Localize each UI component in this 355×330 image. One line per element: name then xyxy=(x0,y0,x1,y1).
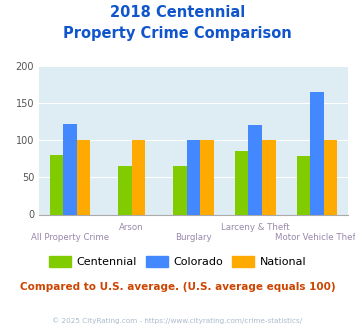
Bar xyxy=(324,140,337,214)
Bar xyxy=(235,151,248,214)
Text: All Property Crime: All Property Crime xyxy=(31,233,109,242)
Bar xyxy=(297,156,310,214)
Bar xyxy=(187,140,200,214)
Bar xyxy=(200,140,214,214)
Text: 2018 Centennial: 2018 Centennial xyxy=(110,5,245,20)
Bar xyxy=(262,140,275,214)
Bar xyxy=(118,166,132,214)
Bar xyxy=(132,140,145,214)
Text: Burglary: Burglary xyxy=(175,233,212,242)
Bar xyxy=(50,155,63,214)
Legend: Centennial, Colorado, National: Centennial, Colorado, National xyxy=(44,251,311,272)
Bar xyxy=(173,166,187,214)
Text: Larceny & Theft: Larceny & Theft xyxy=(221,223,290,232)
Bar xyxy=(248,125,262,214)
Bar xyxy=(310,92,324,214)
Bar xyxy=(63,124,77,214)
Text: Property Crime Comparison: Property Crime Comparison xyxy=(63,26,292,41)
Bar xyxy=(77,140,90,214)
Text: Arson: Arson xyxy=(119,223,144,232)
Text: © 2025 CityRating.com - https://www.cityrating.com/crime-statistics/: © 2025 CityRating.com - https://www.city… xyxy=(53,317,302,324)
Text: Motor Vehicle Theft: Motor Vehicle Theft xyxy=(275,233,355,242)
Text: Compared to U.S. average. (U.S. average equals 100): Compared to U.S. average. (U.S. average … xyxy=(20,282,335,292)
